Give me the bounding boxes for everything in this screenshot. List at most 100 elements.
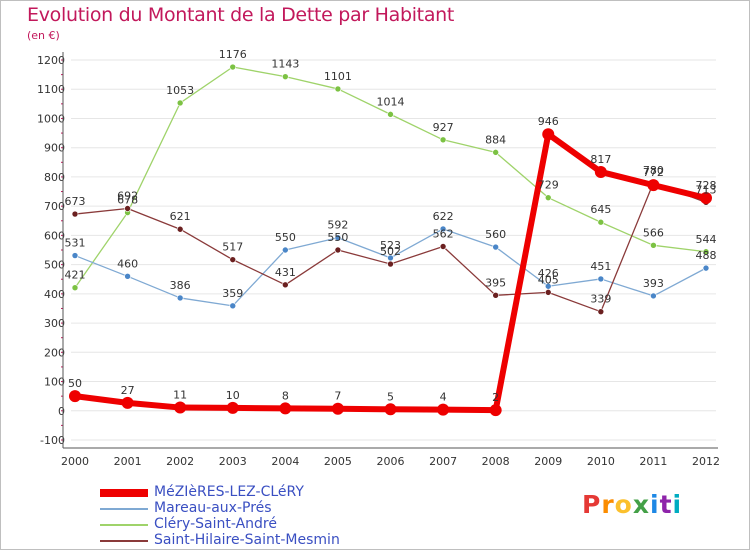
data-point	[492, 243, 499, 251]
data-point	[69, 390, 81, 403]
data-label: 645	[590, 203, 611, 216]
data-label: 1053	[166, 84, 194, 97]
data-label: 946	[538, 115, 559, 128]
data-label: 673	[65, 195, 86, 208]
data-point	[121, 396, 134, 409]
y-tick-label: -100	[40, 434, 65, 447]
data-label: 927	[433, 121, 454, 134]
y-tick-label: 300	[44, 317, 65, 330]
data-label: 884	[485, 133, 506, 146]
data-label: 339	[590, 293, 611, 306]
data-label: 622	[433, 210, 454, 223]
data-label: 713	[696, 183, 717, 196]
y-tick-label: 1000	[37, 112, 65, 125]
data-point	[544, 289, 552, 296]
data-label: 5	[387, 390, 394, 403]
data-label: 359	[222, 287, 243, 300]
data-point	[71, 210, 79, 218]
logo-letter: t	[659, 490, 673, 519]
data-point	[492, 149, 499, 156]
data-point	[334, 246, 342, 254]
data-label: 560	[485, 228, 506, 241]
data-point	[542, 128, 555, 141]
x-tick-label: 2010	[587, 455, 615, 468]
proxiti-logo: Proxiti	[582, 490, 682, 519]
data-label: 817	[590, 153, 611, 166]
legend-swatch	[100, 508, 148, 510]
data-point	[650, 292, 657, 300]
x-tick-label: 2002	[166, 455, 194, 468]
y-tick-label: 800	[44, 171, 65, 184]
legend-label: Saint-Hilaire-Saint-Mesmin	[154, 532, 340, 548]
data-point	[176, 225, 184, 233]
data-label: 544	[696, 233, 717, 246]
data-point	[439, 243, 447, 250]
legend-item: Saint-Hilaire-Saint-Mesmin	[100, 532, 420, 549]
x-tick-label: 2005	[324, 455, 352, 468]
data-label: 393	[643, 277, 664, 290]
data-label: 405	[538, 273, 559, 286]
data-label: 11	[173, 389, 187, 402]
data-point	[229, 302, 237, 310]
data-point	[384, 403, 397, 416]
data-point	[597, 275, 605, 283]
data-point	[544, 194, 552, 201]
data-point	[647, 179, 660, 192]
y-tick-label: 600	[44, 229, 65, 242]
data-point	[650, 242, 657, 249]
data-point	[226, 401, 239, 414]
data-label: 421	[65, 269, 86, 282]
y-tick-label: 900	[44, 142, 65, 155]
data-label: 460	[117, 257, 138, 270]
data-label: 426	[538, 267, 559, 280]
data-label: 502	[380, 245, 401, 258]
logo-letter: r	[601, 490, 615, 519]
data-point	[71, 252, 79, 259]
data-label: 780	[643, 164, 664, 177]
data-point	[334, 234, 342, 242]
legend-swatch	[100, 489, 148, 497]
data-point	[594, 165, 607, 178]
data-label: 692	[117, 189, 138, 202]
y-tick-label: 200	[44, 346, 65, 359]
x-tick-label: 2000	[61, 455, 89, 468]
y-tick-label: 100	[44, 376, 65, 389]
data-label: 431	[275, 266, 296, 279]
data-point	[700, 191, 712, 204]
data-label: 566	[643, 226, 664, 239]
legend-label: Mareau-aux-Prés	[154, 500, 272, 516]
logo-letter: x	[632, 490, 650, 519]
data-label: 386	[170, 279, 191, 292]
data-label: 517	[222, 241, 243, 254]
data-point	[282, 246, 289, 254]
chart-unit: (en €)	[27, 29, 60, 42]
data-point	[437, 403, 450, 416]
data-label: 7	[334, 390, 341, 403]
legend-swatch	[100, 540, 148, 542]
data-label: 451	[590, 260, 611, 273]
data-label: 1176	[219, 48, 247, 61]
data-point	[331, 402, 344, 415]
x-tick-label: 2008	[482, 455, 510, 468]
data-point	[597, 218, 605, 226]
x-tick-label: 2004	[271, 455, 299, 468]
data-point	[176, 294, 184, 302]
x-tick-label: 2007	[429, 455, 457, 468]
data-label: 395	[485, 276, 506, 289]
y-tick-label: 500	[44, 259, 65, 272]
legend-label: Cléry-Saint-André	[154, 516, 277, 532]
data-point	[702, 264, 710, 272]
logo-letter: o	[614, 490, 633, 519]
legend-item: MéZIèRES-LEZ-CLéRY	[100, 484, 420, 501]
data-point	[124, 205, 131, 212]
x-tick-label: 2009	[534, 455, 562, 468]
data-label: 592	[327, 219, 348, 232]
data-label: 10	[226, 389, 240, 402]
data-point	[387, 260, 394, 268]
y-tick-label: 1200	[37, 54, 65, 67]
data-label: 488	[696, 249, 717, 262]
x-tick-label: 2011	[639, 455, 667, 468]
y-tick-label: 700	[44, 200, 65, 213]
data-point	[489, 404, 502, 417]
